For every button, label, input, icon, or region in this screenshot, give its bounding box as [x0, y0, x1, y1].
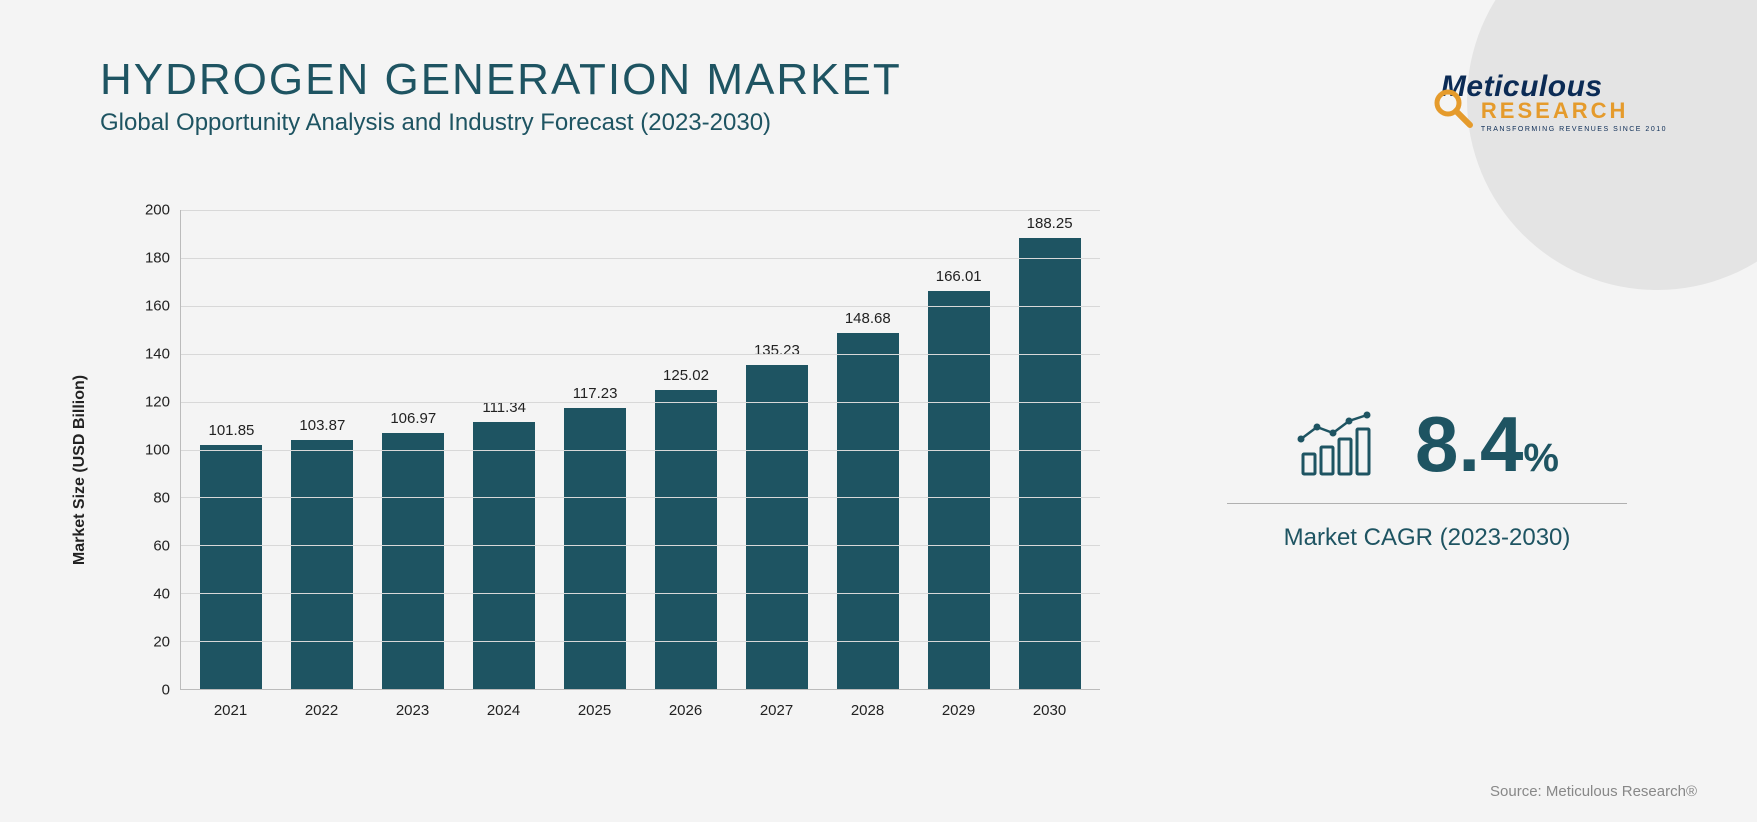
y-axis-label: Market Size (USD Billion) [71, 375, 89, 565]
gridline [181, 450, 1100, 451]
logo-text-sub: RESEARCH [1481, 98, 1667, 124]
bar-value-label: 125.02 [663, 367, 709, 384]
bar [382, 433, 444, 689]
y-tick: 160 [120, 298, 170, 315]
bar-value-label: 166.01 [936, 268, 982, 285]
cagr-block: 8.4% Market CAGR (2023-2030) [1227, 405, 1627, 552]
x-tick-label: 2025 [549, 690, 640, 730]
logo-circle-bg [1467, 0, 1757, 290]
bar-value-label: 117.23 [573, 385, 618, 402]
bar-value-label: 148.68 [845, 310, 891, 327]
gridline [181, 258, 1100, 259]
x-axis: 2021202220232024202520262027202820292030 [180, 690, 1100, 730]
y-tick: 40 [120, 586, 170, 603]
cagr-percent: % [1523, 436, 1559, 480]
gridline [181, 210, 1100, 211]
y-tick: 120 [120, 394, 170, 411]
cagr-label: Market CAGR (2023-2030) [1227, 524, 1627, 552]
bar-value-label: 135.23 [754, 342, 800, 359]
gridline [181, 306, 1100, 307]
y-tick: 140 [120, 346, 170, 363]
bar [928, 291, 990, 689]
y-tick: 200 [120, 202, 170, 219]
bar-value-label: 106.97 [390, 410, 436, 427]
bar-value-label: 101.85 [209, 422, 255, 439]
y-tick: 0 [120, 682, 170, 699]
y-tick: 100 [120, 442, 170, 459]
bar [473, 422, 535, 689]
x-tick-label: 2024 [458, 690, 549, 730]
source-attribution: Source: Meticulous Research® [1490, 783, 1697, 800]
y-tick: 80 [120, 490, 170, 507]
gridline [181, 593, 1100, 594]
x-tick-label: 2028 [822, 690, 913, 730]
growth-chart-icon [1295, 409, 1385, 479]
logo-tagline: TRANSFORMING REVENUES SINCE 2010 [1481, 126, 1667, 133]
gridline [181, 545, 1100, 546]
y-axis: 020406080100120140160180200 [120, 210, 170, 690]
brand-logo: Meticulous RESEARCH TRANSFORMING REVENUE… [1441, 70, 1667, 133]
x-tick-label: 2023 [367, 690, 458, 730]
gridline [181, 497, 1100, 498]
y-tick: 20 [120, 634, 170, 651]
cagr-divider [1227, 503, 1627, 504]
gridline [181, 354, 1100, 355]
bar-chart: Market Size (USD Billion) 02040608010012… [130, 210, 1100, 730]
cagr-value: 8.4 [1415, 400, 1523, 488]
magnifier-icon [1426, 88, 1476, 138]
x-tick-label: 2027 [731, 690, 822, 730]
page-title: HYDROGEN GENERATION MARKET [100, 55, 902, 105]
bar-value-label: 103.87 [299, 417, 345, 434]
cagr-value-wrap: 8.4% [1415, 405, 1559, 483]
x-tick-label: 2022 [276, 690, 367, 730]
x-tick-label: 2029 [913, 690, 1004, 730]
y-tick: 60 [120, 538, 170, 555]
plot-area: 101.85103.87106.97111.34117.23125.02135.… [180, 210, 1100, 690]
bar [837, 333, 899, 689]
x-tick-label: 2030 [1004, 690, 1095, 730]
y-tick: 180 [120, 250, 170, 267]
x-tick-label: 2021 [185, 690, 276, 730]
gridline [181, 641, 1100, 642]
page-subtitle: Global Opportunity Analysis and Industry… [100, 109, 902, 137]
x-tick-label: 2026 [640, 690, 731, 730]
bar-value-label: 188.25 [1027, 215, 1073, 232]
header: HYDROGEN GENERATION MARKET Global Opport… [100, 55, 902, 137]
bar [655, 390, 717, 689]
gridline [181, 402, 1100, 403]
bar [200, 445, 262, 689]
bar [291, 440, 353, 689]
